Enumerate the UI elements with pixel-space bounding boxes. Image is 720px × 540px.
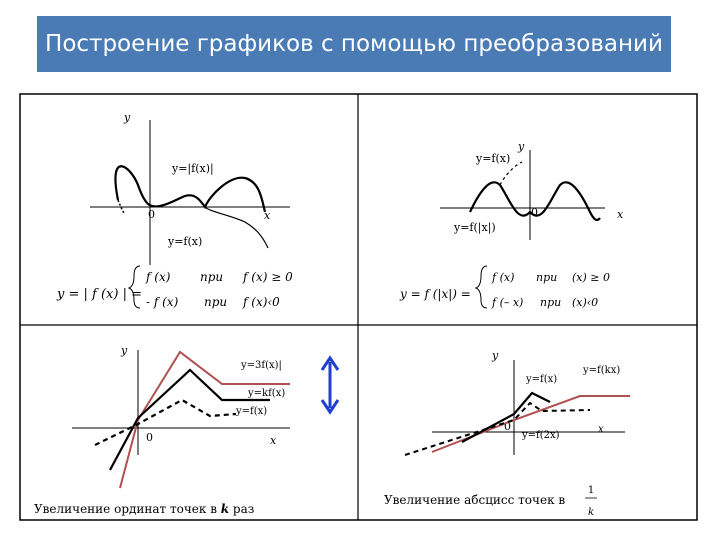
label-kf: y=kf(x)	[247, 388, 285, 399]
curve-f2x	[404, 401, 591, 456]
label-fabs: y=f(|x|)	[453, 221, 496, 235]
label-f: y=f(x)	[167, 235, 202, 248]
case1-cond: f (x) ≥ 0	[242, 270, 293, 284]
diagram-frame: y x 0 y=|f(x)| y=f(x) y = | f (x) | = f …	[19, 93, 698, 521]
curve-f	[461, 391, 551, 443]
label-f2x: y=f(2x)	[521, 430, 560, 441]
formula-brace	[127, 265, 141, 309]
caption-k-letter: k	[221, 502, 229, 516]
origin-label: 0	[146, 431, 153, 444]
case2-word: при	[204, 295, 227, 309]
case2-cond: f (x)‹0	[242, 295, 280, 309]
origin-label: 0	[531, 206, 538, 219]
label-abs: y=|f(x)|	[171, 162, 214, 176]
y-axis-label: y	[517, 140, 525, 153]
curve-3f	[119, 350, 290, 489]
caption-abscissa: Увеличение абсцисс точек в	[384, 493, 565, 507]
x-axis-label: x	[270, 434, 277, 447]
x-axis-label: x	[617, 208, 624, 221]
origin-label: 0	[148, 208, 155, 221]
page-title: Построение графиков с помощью преобразов…	[45, 31, 663, 57]
case1-expr: f (x)	[491, 271, 514, 284]
formula-brace	[474, 265, 488, 309]
case2-expr: - f (x)	[146, 295, 179, 309]
label-f: y=f(x)	[525, 374, 557, 385]
case2-expr: f (– x)	[491, 296, 523, 309]
case1-word: при	[200, 270, 223, 284]
case1-cond: (x) ≥ 0	[572, 271, 610, 284]
label-f: y=f(x)	[475, 152, 510, 165]
f-curve-dashed	[499, 161, 523, 186]
curve-f	[94, 398, 237, 446]
double-arrow-icon	[320, 355, 340, 415]
title-bar: Построение графиков с помощью преобразов…	[37, 16, 671, 72]
f-curve-negative	[204, 206, 269, 249]
caption-suffix: раз	[229, 502, 254, 516]
case2-word: при	[540, 296, 561, 309]
panel-f-kx: y x 0 y=f(x) y=f(kx) y=f(2x) Увеличение …	[384, 349, 630, 518]
case1-word: при	[536, 271, 557, 284]
x-axis-label: x	[264, 209, 271, 222]
fraction-denominator: k	[588, 507, 594, 518]
panel-abs-f: y x 0 y=|f(x)| y=f(x) y = | f (x) | = f …	[56, 111, 293, 309]
case1-expr: f (x)	[145, 270, 171, 284]
case2-cond: (x)‹0	[572, 296, 598, 309]
caption-prefix: Увеличение ординат точек в	[34, 502, 221, 516]
label-3f: y=3f(x)|	[240, 360, 282, 371]
y-axis-label: y	[120, 344, 128, 357]
f-curve-dashed	[117, 199, 125, 214]
curve-kf	[109, 368, 270, 471]
formula-lhs: y = f (|x|) =	[399, 287, 471, 301]
y-axis-label: y	[491, 349, 499, 362]
panel-k-fx: y x 0 y=3f(x)| y=kf(x) y=f(x) Увеличение…	[34, 344, 340, 516]
formula-lhs: y = | f (x) | =	[56, 287, 142, 302]
label-f: y=f(x)	[235, 406, 267, 417]
abs-curve	[114, 165, 267, 213]
x-axis-label: x	[598, 424, 604, 435]
fraction-numerator: 1	[588, 485, 594, 496]
panel-f-abs-x: y x 0 y=f(x) y=f(|x|) y = f (|x|) = f (x…	[399, 140, 624, 309]
f-abs-x-curve	[469, 181, 601, 222]
label-fkx: y=f(kx)	[582, 365, 620, 376]
origin-label: 0	[504, 420, 511, 433]
caption-k: Увеличение ординат точек в k раз	[34, 502, 254, 516]
y-axis-label: y	[123, 111, 131, 124]
